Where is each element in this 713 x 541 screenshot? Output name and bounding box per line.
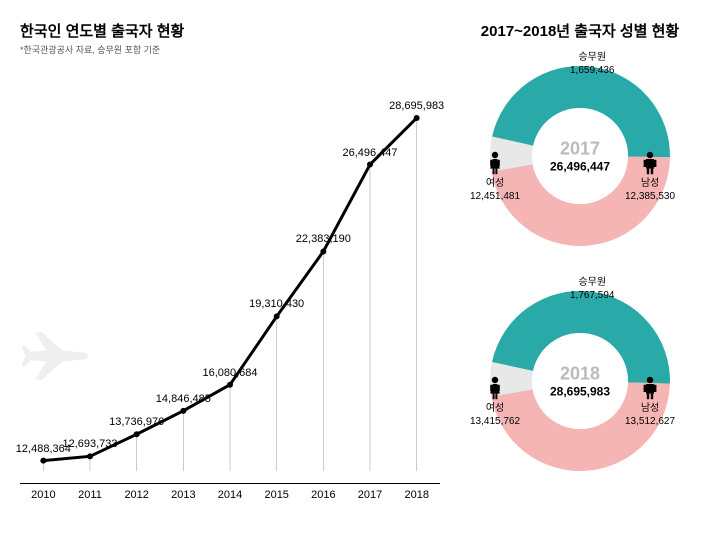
donut-center: 201828,695,983: [550, 364, 610, 399]
data-point-label: 16,080,684: [202, 367, 257, 379]
donut-center: 201726,496,447: [550, 139, 610, 174]
line-chart-svg: [20, 71, 440, 501]
data-point-label: 19,310,430: [249, 298, 304, 310]
female-icon: [487, 151, 503, 175]
data-point-label: 26,496,447: [342, 147, 397, 159]
donut-segment-label: 남성13,512,627: [625, 376, 675, 428]
donut-year: 2017: [550, 139, 610, 160]
donut-year: 2018: [550, 364, 610, 385]
x-axis-tick: 2018: [393, 483, 440, 501]
donut-chart: 승무원1,659,436남성12,385,530여성12,451,4812017…: [480, 56, 680, 256]
donut-chart: 승무원1,767,594남성13,512,627여성13,415,7622018…: [480, 281, 680, 481]
female-icon: [487, 376, 503, 400]
x-axis-tick: 2015: [253, 483, 300, 501]
data-point-label: 14,846,485: [156, 393, 211, 405]
donut-segment-label: 승무원1,767,594: [570, 276, 615, 302]
x-axis-tick: 2017: [347, 483, 394, 501]
donut-total: 28,695,983: [550, 385, 610, 399]
x-axis-tick: 2014: [207, 483, 254, 501]
line-chart-area: 201020112012201320142015201620172018 12,…: [20, 71, 440, 501]
x-axis: 201020112012201320142015201620172018: [20, 483, 440, 501]
donut-segment-label: 여성13,415,762: [470, 376, 520, 428]
male-icon: [642, 376, 658, 400]
x-axis-tick: 2011: [67, 483, 114, 501]
donut-segment-label: 승무원1,659,436: [570, 51, 615, 77]
donut-segment-label: 남성12,385,530: [625, 151, 675, 203]
donuts-container: 승무원1,659,436남성12,385,530여성12,451,4812017…: [465, 56, 695, 481]
donut-section-title: 2017~2018년 출국자 성별 현황: [465, 20, 695, 41]
male-icon: [642, 151, 658, 175]
x-axis-tick: 2010: [20, 483, 67, 501]
x-axis-tick: 2013: [160, 483, 207, 501]
data-point-label: 13,736,976: [109, 416, 164, 428]
x-axis-tick: 2012: [113, 483, 160, 501]
data-point-label: 28,695,983: [389, 100, 444, 112]
donut-total: 26,496,447: [550, 160, 610, 174]
line-chart-title: 한국인 연도별 출국자 현황: [20, 20, 450, 41]
data-point-label: 22,383,190: [296, 233, 351, 245]
donut-segment-label: 여성12,451,481: [470, 151, 520, 203]
x-axis-tick: 2016: [300, 483, 347, 501]
data-point-label: 12,693,733: [62, 438, 117, 450]
line-chart-subtitle: *한국관광공사 자료, 승무원 포함 기준: [20, 43, 450, 56]
